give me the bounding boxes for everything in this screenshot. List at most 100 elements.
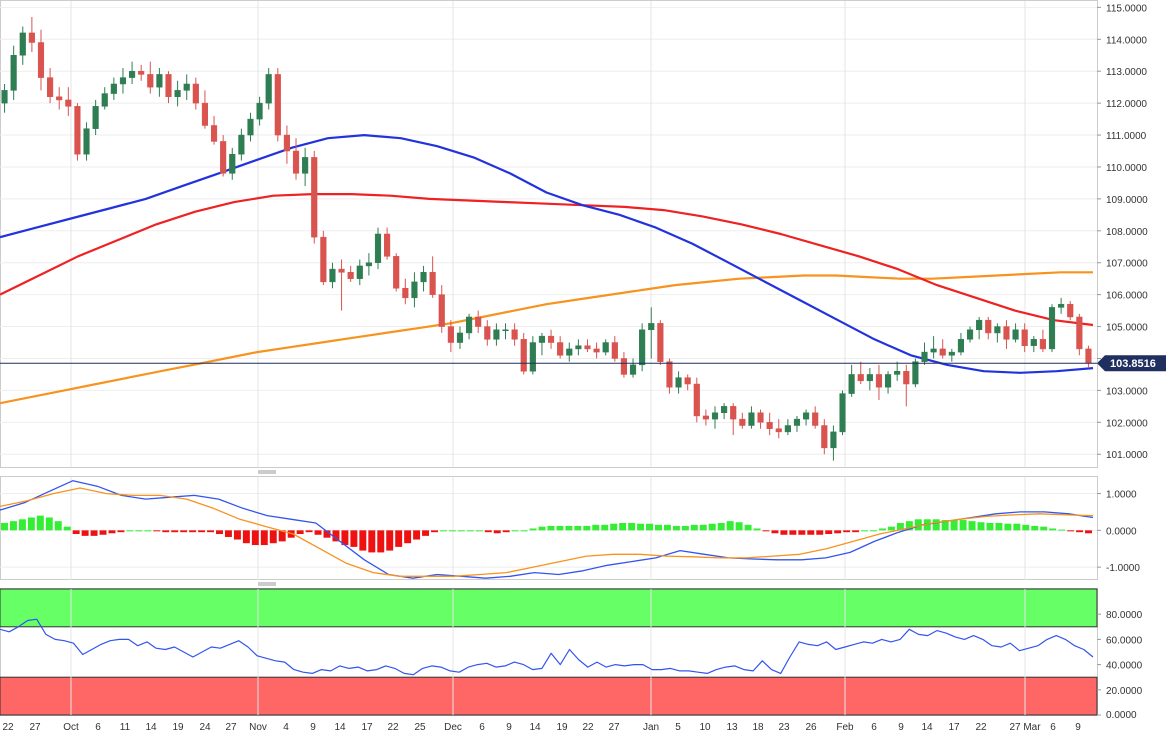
macd-histogram-bar xyxy=(466,530,474,532)
macd-histogram-bar xyxy=(1058,529,1066,531)
x-tick-label: 27 xyxy=(29,722,41,733)
macd-histogram-bar xyxy=(431,530,438,533)
rsi-y-tick-label: 80.0000 xyxy=(1106,610,1143,621)
candle-body xyxy=(903,370,910,385)
macd-histogram-bar xyxy=(54,521,62,531)
candle-body xyxy=(156,74,163,88)
candle-body xyxy=(793,418,801,426)
candle-body xyxy=(584,345,591,350)
candle-body xyxy=(265,74,272,104)
candle-body xyxy=(484,326,491,340)
candle-body xyxy=(784,425,791,433)
x-tick-label: 22 xyxy=(387,722,399,733)
candle-body xyxy=(693,383,700,417)
candle-body xyxy=(192,83,199,104)
candle-body xyxy=(183,83,190,91)
candle-body xyxy=(884,374,892,388)
candle-body xyxy=(56,96,63,101)
candle-body xyxy=(839,393,846,433)
candle-body xyxy=(220,141,227,174)
candle-body xyxy=(429,272,436,295)
macd-histogram-bar xyxy=(359,530,367,551)
macd-y-tick-label: 0.0000 xyxy=(1106,526,1137,537)
moving-averages xyxy=(0,134,1094,405)
x-tick-label: 10 xyxy=(699,722,711,733)
macd-histogram-bar xyxy=(216,530,223,535)
candle-body xyxy=(356,265,363,279)
last-price-tag: 103.8516 xyxy=(1097,355,1166,372)
candle-body xyxy=(538,335,546,343)
macd-histogram-bar xyxy=(269,530,277,544)
macd-histogram-bar xyxy=(1004,523,1012,531)
macd-histogram-bar xyxy=(726,521,734,531)
candle-body xyxy=(320,236,327,283)
macd-histogram-bar xyxy=(99,530,107,535)
x-tick-label: 14 xyxy=(529,722,541,733)
macd-histogram-bar xyxy=(663,524,671,531)
candle-body xyxy=(930,348,937,353)
price-y-tick-label: 102.0000 xyxy=(1106,418,1148,429)
moving-average-line xyxy=(0,134,1094,374)
macd-histogram-bar xyxy=(81,530,89,536)
macd-histogram-bar xyxy=(45,517,53,531)
x-tick-label: 11 xyxy=(120,722,131,733)
x-axis: 22 27 Oct 6 11 14 19 24 27 Nov 4 9 14 17 22 25 Dec 6 9 14 19… xyxy=(2,722,1081,733)
x-tick-label: 26 xyxy=(805,722,817,733)
candle-body xyxy=(857,374,864,382)
x-tick-label: 6 xyxy=(1050,722,1056,733)
macd-histogram-bar xyxy=(592,524,600,531)
x-tick-label: Jan xyxy=(643,722,659,733)
macd-histogram-bar xyxy=(18,519,26,531)
price-y-tick-label: 109.0000 xyxy=(1106,195,1148,206)
candle-body xyxy=(830,431,837,449)
macd-histogram-bar xyxy=(852,530,860,533)
macd-histogram-bar xyxy=(690,524,698,531)
macd-histogram-bar xyxy=(583,525,591,531)
macd-histogram-bar xyxy=(502,530,510,533)
macd-histogram-bar xyxy=(350,530,358,547)
x-tick-label: 27 xyxy=(225,722,237,733)
price-y-tick-label: 103.0000 xyxy=(1106,386,1148,397)
macd-histogram-bar xyxy=(9,521,17,531)
macd-histogram-bar xyxy=(198,530,206,533)
candle-body xyxy=(1030,339,1037,346)
macd-histogram-bar xyxy=(708,523,716,531)
x-tick-label: 17 xyxy=(361,722,373,733)
candle-body xyxy=(420,272,427,283)
candle-body xyxy=(247,118,254,136)
macd-histogram-bar xyxy=(1049,528,1057,531)
macd-histogram-bar xyxy=(153,530,161,532)
macd-histogram-bar xyxy=(870,530,877,532)
macd-histogram-bar xyxy=(207,530,215,533)
candle-body xyxy=(976,319,983,331)
macd-histogram-bar xyxy=(744,524,752,531)
candle-body xyxy=(1039,339,1046,350)
candle-body xyxy=(1076,316,1083,350)
rsi-y-tick-label: 20.0000 xyxy=(1106,686,1143,697)
macd-histogram-bar xyxy=(816,530,824,535)
x-tick-label: 19 xyxy=(172,722,184,733)
macd-histogram-bar xyxy=(995,522,1003,531)
macd-histogram-bar xyxy=(242,530,250,544)
candle-body xyxy=(210,125,218,142)
candle-body xyxy=(866,374,873,382)
candle-body xyxy=(602,342,609,353)
rsi-panel: 80.0000 60.0000 40.0000 20.0000 0.0000 xyxy=(0,588,1143,721)
panel-resize-handle-2[interactable] xyxy=(258,582,276,586)
macd-histogram-bar xyxy=(171,530,179,533)
candle-body xyxy=(757,412,764,423)
macd-histogram-bar xyxy=(404,530,412,544)
x-tick-label: 22 xyxy=(2,722,14,733)
price-y-tick-label: 110.0000 xyxy=(1106,163,1147,174)
macd-histogram-bar xyxy=(332,530,340,542)
macd-histogram-bar xyxy=(1076,530,1084,533)
candle-body xyxy=(384,233,391,257)
candle-body xyxy=(1058,303,1065,308)
macd-histogram-bar xyxy=(735,522,743,531)
x-tick-label: 9 xyxy=(1075,722,1081,733)
candle-body xyxy=(466,316,473,334)
panel-resize-handle-1[interactable] xyxy=(258,470,276,474)
last-price-tag-background xyxy=(1097,355,1166,372)
macd-histogram-bar xyxy=(377,530,385,553)
candle-body xyxy=(37,42,45,78)
